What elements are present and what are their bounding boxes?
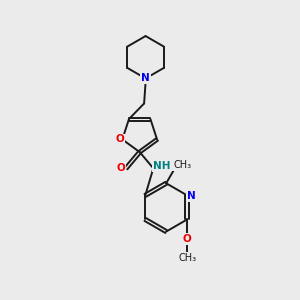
Text: O: O [115,134,124,144]
Text: N: N [141,74,150,83]
Text: NH: NH [153,161,170,171]
Text: CH₃: CH₃ [173,160,191,170]
Text: O: O [116,163,125,173]
Text: N: N [187,191,196,201]
Text: O: O [183,234,191,244]
Text: CH₃: CH₃ [178,253,196,263]
